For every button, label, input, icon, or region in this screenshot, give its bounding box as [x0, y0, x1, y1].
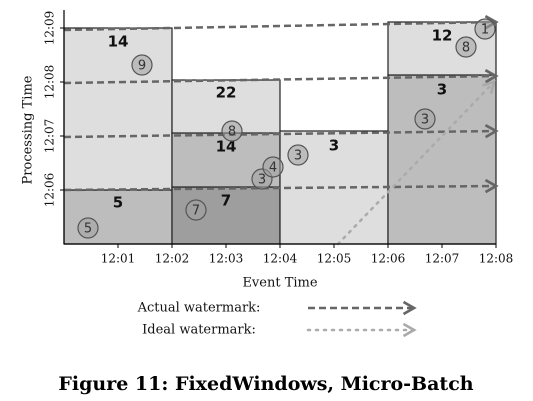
datum-value: 3	[258, 173, 266, 188]
datum-circle	[185, 199, 207, 221]
x-tick-label: 12:06	[371, 252, 406, 266]
x-tick-label: 12:08	[479, 252, 514, 266]
datum-value: 9	[138, 59, 146, 74]
pane-value: 14	[216, 138, 237, 156]
datum-circle	[77, 217, 99, 239]
datum-circle	[474, 18, 496, 40]
pane-value: 7	[221, 192, 231, 210]
y-tick-label: 12:06	[43, 173, 57, 208]
datum-value: 5	[84, 222, 92, 237]
window-pane	[63, 27, 173, 191]
actual-watermark	[63, 68, 499, 85]
pane-value: 12	[432, 27, 453, 45]
x-tick-label: 12:05	[317, 252, 352, 266]
datum-circle	[262, 156, 284, 178]
datum-circle	[455, 36, 477, 58]
x-tick-label: 12:07	[425, 252, 460, 266]
datum-circle	[131, 54, 153, 76]
y-tick-label: 12:07	[43, 119, 57, 154]
legend-label: Ideal watermark:	[142, 323, 256, 338]
ideal-watermark	[336, 80, 496, 246]
legend-label: Actual watermark:	[137, 301, 261, 316]
datum-value: 4	[269, 161, 277, 176]
x-axis-title: Event Time	[242, 276, 317, 291]
caption: Figure 11: FixedWindows, Micro-Batch	[58, 373, 473, 395]
actual-watermark	[63, 178, 499, 194]
y-tick-label: 12:08	[43, 65, 57, 100]
datum-value: 7	[192, 204, 200, 219]
datum-value: 1	[481, 23, 489, 38]
window-pane	[387, 74, 497, 245]
pane-value: 22	[216, 84, 237, 102]
pane-value: 3	[329, 137, 339, 155]
datum-circle	[221, 120, 243, 142]
x-tick-label: 12:04	[263, 252, 298, 266]
y-axis-title: Processing Time	[21, 75, 36, 184]
pane-value: 5	[113, 194, 123, 212]
pane-value: 3	[437, 81, 447, 99]
pane-value: 14	[108, 33, 129, 51]
datum-circle	[287, 144, 309, 166]
datum-circle	[414, 108, 436, 130]
actual-watermark	[63, 15, 499, 32]
datum-value: 8	[462, 41, 470, 56]
y-tick-label: 12:09	[43, 11, 57, 46]
x-tick-label: 12:03	[209, 252, 244, 266]
actual-watermark	[63, 123, 499, 139]
datum-value: 3	[294, 149, 302, 164]
x-tick-label: 12:02	[155, 252, 190, 266]
datum-value: 8	[228, 125, 236, 140]
x-tick-label: 12:01	[101, 252, 136, 266]
datum-value: 3	[421, 113, 429, 128]
